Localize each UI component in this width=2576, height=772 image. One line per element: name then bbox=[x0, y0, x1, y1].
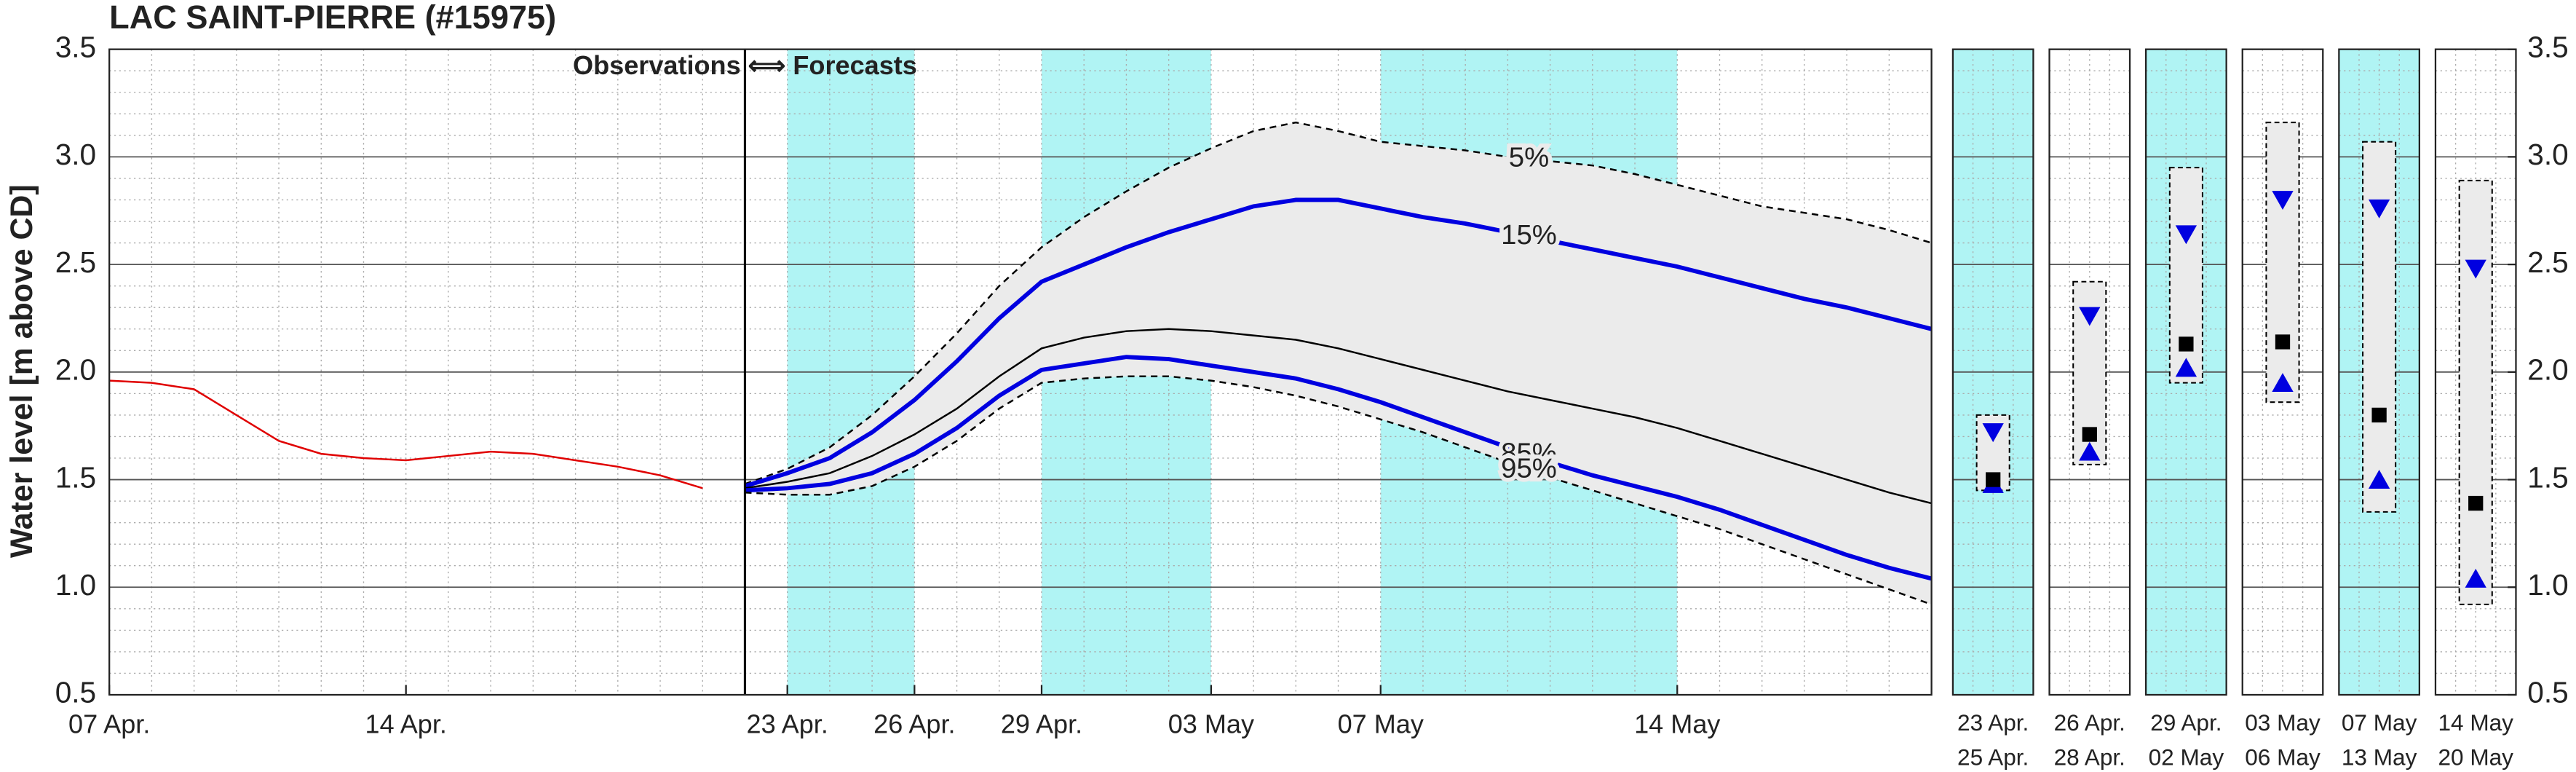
median-marker bbox=[2179, 336, 2194, 352]
y-tick-label: 2.5 bbox=[2527, 245, 2568, 279]
panel-frame bbox=[1951, 48, 2034, 696]
quantile-marker bbox=[1982, 423, 2004, 443]
quantile-marker bbox=[2465, 568, 2486, 588]
y-tick-label: 1.5 bbox=[2527, 460, 2568, 494]
y-tick-label: 2.0 bbox=[55, 353, 96, 387]
x-tick-label: 03 May bbox=[2245, 709, 2321, 736]
x-tick-label: 06 May bbox=[2245, 744, 2321, 770]
x-tick-label: 26 Apr. bbox=[2054, 709, 2125, 736]
y-tick-label: 2.5 bbox=[55, 245, 96, 279]
quantile-marker bbox=[2175, 358, 2197, 377]
y-tick-label: 3.0 bbox=[2527, 138, 2568, 171]
median-marker bbox=[1986, 472, 2001, 487]
plot-area: 0.5 1.0 1.5 2.0 2.5 3.0 3.5 07 Apr. 14 Apr. 23 Ap… bbox=[55, 30, 1933, 738]
y-tick-label: 3.5 bbox=[55, 30, 96, 63]
y-tick-label: 1.0 bbox=[55, 568, 96, 602]
y-tick-label: 0.5 bbox=[55, 676, 96, 709]
x-tick-label: 14 May bbox=[2438, 709, 2513, 736]
quantile-marker bbox=[2465, 259, 2486, 279]
median-marker bbox=[2275, 334, 2291, 350]
series-line bbox=[109, 379, 703, 489]
quantile-marker bbox=[2272, 191, 2294, 210]
quantile-marker bbox=[2368, 199, 2390, 218]
x-tick-label: 03 May bbox=[1168, 709, 1254, 738]
y-tick-label: 1.5 bbox=[55, 460, 96, 494]
series-label: 95% bbox=[1501, 452, 1557, 484]
median-marker bbox=[2082, 427, 2097, 442]
x-tick-label: 23 Apr. bbox=[1957, 709, 2029, 736]
x-tick-label: 25 Apr. bbox=[1957, 744, 2029, 770]
quantile-marker bbox=[2079, 441, 2101, 461]
x-tick-label: 07 May bbox=[2342, 709, 2417, 736]
panel-frame bbox=[2048, 48, 2131, 696]
series-label: 5% bbox=[1509, 141, 1549, 173]
median-marker bbox=[2371, 407, 2387, 423]
x-tick-label: 23 Apr. bbox=[747, 709, 828, 738]
quantile-marker bbox=[2175, 225, 2197, 245]
x-tick-label: 13 May bbox=[2342, 744, 2417, 770]
plot-frame bbox=[108, 48, 1933, 696]
median-marker bbox=[2468, 495, 2484, 511]
range-box bbox=[2265, 122, 2300, 403]
panel-frame bbox=[2338, 48, 2420, 696]
x-tick-label: 14 May bbox=[1634, 709, 1720, 738]
y-tick-label: 2.0 bbox=[2527, 353, 2568, 387]
annotation: Observations ⟺ Forecasts bbox=[573, 50, 917, 80]
y-axis-label: Water level [m above CD] bbox=[4, 184, 39, 558]
x-tick-label: 02 May bbox=[2149, 744, 2224, 770]
y-tick-label: 0.5 bbox=[2527, 676, 2568, 709]
x-tick-label: 07 Apr. bbox=[68, 709, 150, 738]
y-tick-label: 3.0 bbox=[55, 138, 96, 171]
x-tick-label: 26 Apr. bbox=[873, 709, 955, 738]
range-box bbox=[2362, 141, 2397, 513]
panel-frame bbox=[2241, 48, 2324, 696]
range-panels: 23 Apr. 25 Apr. 26 Apr. 28 Apr. 29 Apr. 02 Ma… bbox=[1951, 30, 2569, 770]
series-label: 15% bbox=[1501, 219, 1557, 251]
x-tick-label: 14 Apr. bbox=[365, 709, 447, 738]
series-line bbox=[745, 328, 1932, 505]
x-tick-label: 28 Apr. bbox=[2054, 744, 2125, 770]
series-line bbox=[745, 355, 1933, 581]
quantile-marker bbox=[2079, 307, 2101, 326]
quantile-marker bbox=[2368, 470, 2390, 489]
range-box bbox=[2458, 179, 2493, 605]
x-tick-label: 07 May bbox=[1338, 709, 1424, 738]
series-line bbox=[745, 121, 1932, 485]
y-tick-label: 3.5 bbox=[2527, 30, 2568, 63]
x-tick-label: 29 Apr. bbox=[1001, 709, 1082, 738]
series-label: 85% bbox=[1501, 438, 1557, 469]
x-tick-label: 29 Apr. bbox=[2150, 709, 2222, 736]
panel-frame bbox=[2145, 48, 2227, 696]
chart-title: LAC SAINT-PIERRE (#15975) bbox=[109, 0, 556, 36]
y-tick-label: 1.0 bbox=[2527, 568, 2568, 602]
series-line bbox=[744, 197, 1933, 489]
x-tick-label: 20 May bbox=[2438, 744, 2513, 770]
series-line bbox=[745, 375, 1933, 606]
quantile-marker bbox=[2272, 373, 2294, 393]
